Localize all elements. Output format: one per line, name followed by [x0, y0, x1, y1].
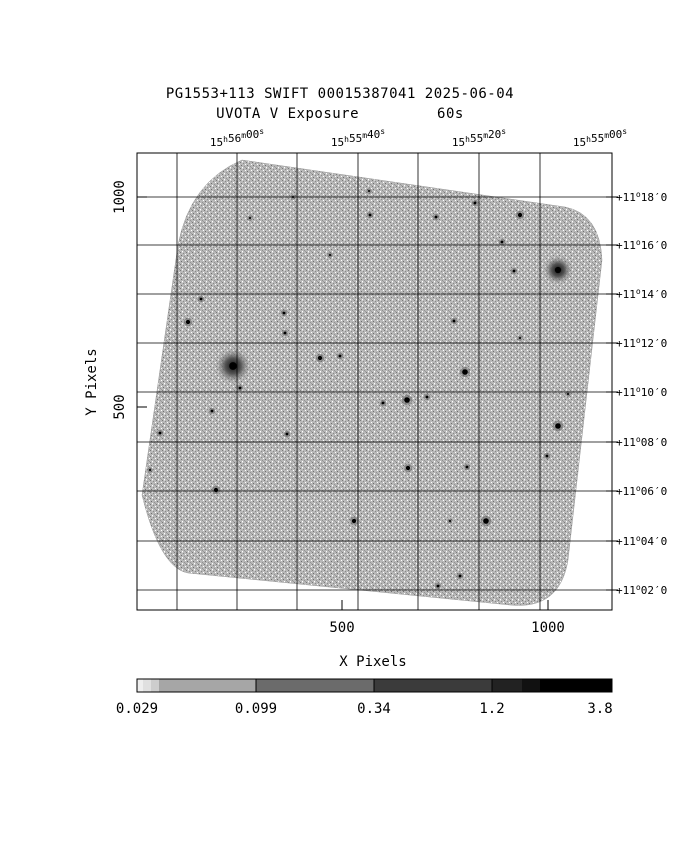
exposure-field	[141, 159, 603, 606]
colorbar-seg-4	[159, 679, 256, 692]
point-source	[328, 253, 332, 257]
colorbar-seg-2	[143, 679, 151, 692]
point-source	[500, 240, 504, 244]
point-source	[338, 354, 342, 358]
dec-tick-label: +11o12′0	[616, 336, 667, 350]
point-source	[473, 201, 477, 205]
point-source	[404, 397, 410, 403]
point-source	[283, 331, 287, 335]
dec-tick-labels: +11o18′0 +11o16′0 +11o14′0 +11o12′0 +11o10′0…	[606, 190, 667, 597]
point-source	[248, 216, 252, 220]
image-title-line1: PG1553+113 SWIFT 00015387041 2025-06-04	[165, 86, 515, 102]
colorbar-seg-8	[522, 679, 540, 692]
y-tick-1000: 1000	[112, 180, 128, 214]
image-title-line2: UVOTA V Exposure 60s	[0, 106, 680, 122]
dec-grid-lines	[137, 196, 612, 591]
ra-tick-label: 15h55m20s	[452, 127, 506, 149]
dec-tick-label: +11o02′0	[616, 583, 667, 597]
colorbar-seg-7	[492, 679, 522, 692]
point-source	[213, 487, 219, 493]
point-source	[148, 468, 152, 472]
point-source	[351, 518, 357, 524]
point-source	[185, 319, 191, 325]
dec-tick-label: +11o06′0	[616, 484, 667, 498]
colorbar-label-2: 0.34	[357, 701, 391, 717]
point-source	[483, 518, 489, 524]
exposure-time-label: 60s	[437, 106, 464, 122]
point-source	[518, 336, 522, 340]
x-axis-ticks	[341, 600, 549, 610]
bright-source-core	[229, 362, 237, 370]
point-source	[285, 432, 289, 436]
ra-tick-label: 15h56m00s	[210, 127, 264, 149]
colorbar-label-1: 0.099	[235, 701, 277, 717]
point-source	[452, 319, 456, 323]
dec-tick-label: +11o14′0	[616, 287, 667, 301]
plot-frame	[136, 152, 613, 611]
bright-source-core	[554, 266, 562, 274]
point-source	[381, 401, 385, 405]
dec-tick-label: +11o08′0	[616, 435, 667, 449]
colorbar-seg-1	[137, 679, 143, 692]
colorbar-seg-6	[374, 679, 492, 692]
point-source	[448, 519, 452, 523]
y-tick-500: 500	[112, 394, 128, 419]
ra-tick-label: 15h55m40s	[331, 127, 385, 149]
point-source	[566, 392, 570, 396]
colorbar-seg-9	[540, 679, 612, 692]
point-source	[368, 213, 372, 217]
y-axis-ticks	[137, 196, 147, 408]
colorbar-label-4: 3.8	[587, 701, 612, 717]
point-source	[434, 215, 438, 219]
point-source	[367, 189, 371, 193]
point-source	[512, 269, 516, 273]
point-source	[158, 431, 162, 435]
point-source	[317, 355, 323, 361]
star-sources	[147, 188, 573, 590]
x-axis-label: X Pixels	[339, 654, 406, 670]
colorbar-seg-3	[151, 679, 159, 692]
colorbar-label-0: 0.029	[116, 701, 158, 717]
point-source	[238, 386, 242, 390]
y-axis-label: Y Pixels	[84, 348, 100, 415]
point-source	[545, 454, 549, 458]
point-source	[462, 369, 468, 375]
point-source	[465, 465, 469, 469]
point-source	[458, 574, 462, 578]
point-source	[517, 212, 523, 218]
point-source	[436, 584, 440, 588]
ra-tick-labels: 15h56m00s 15h55m40s 15h55m20s 15h55m00s	[210, 127, 627, 149]
dec-tick-label: +11o04′0	[616, 534, 667, 548]
dec-tick-label: +11o18′0	[616, 190, 667, 204]
point-source	[555, 423, 561, 429]
point-source	[425, 395, 429, 399]
point-source	[210, 409, 214, 413]
exposure-filter-label: UVOTA V Exposure	[216, 106, 360, 122]
dec-tick-label: +11o10′0	[616, 385, 667, 399]
point-source	[199, 297, 203, 301]
x-tick-1000: 1000	[531, 620, 565, 636]
colorbar	[136, 678, 613, 693]
colorbar-seg-5	[256, 679, 374, 692]
ra-grid-lines	[176, 153, 541, 610]
dec-tick-label: +11o16′0	[616, 238, 667, 252]
point-source	[282, 311, 286, 315]
colorbar-label-3: 1.2	[479, 701, 504, 717]
point-source	[405, 465, 411, 471]
x-tick-500: 500	[329, 620, 354, 636]
ra-tick-label: 15h55m00s	[573, 127, 627, 149]
